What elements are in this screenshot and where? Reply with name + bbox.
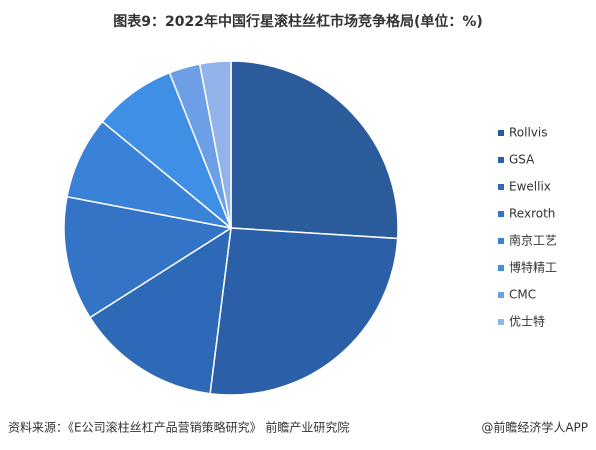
legend-swatch: [498, 157, 504, 163]
legend-swatch: [498, 211, 504, 217]
legend-swatch: [498, 265, 504, 271]
legend-label: Rexroth: [509, 207, 555, 221]
legend-label: CMC: [509, 288, 536, 302]
credit: @前瞻经济学人APP: [481, 420, 588, 435]
legend-swatch: [498, 238, 504, 244]
legend-swatch: [498, 130, 504, 136]
legend-label: 优士特: [509, 314, 545, 329]
source: 资料来源：《E公司滚柱丝杠产品营销策略研究》 前瞻产业研究院: [8, 420, 349, 435]
legend-label: Rollvis: [509, 126, 548, 140]
legend-swatch: [498, 292, 504, 298]
legend-label: 博特精工: [509, 260, 557, 275]
pie-slice: [230, 60, 399, 240]
legend-label: 南京工艺: [509, 233, 557, 248]
legend-swatch: [498, 184, 504, 190]
legend-label: Ewellix: [509, 180, 551, 194]
pie-slice: [63, 195, 234, 319]
pie-slice: [198, 60, 232, 229]
legend-label: GSA: [509, 153, 535, 167]
legend-swatch: [498, 319, 504, 325]
pie-slice: [88, 226, 232, 395]
chart-title: 图表9：2022年中国行星滚柱丝杠市场竞争格局(单位：%): [113, 13, 483, 30]
pie-slice: [209, 227, 399, 396]
